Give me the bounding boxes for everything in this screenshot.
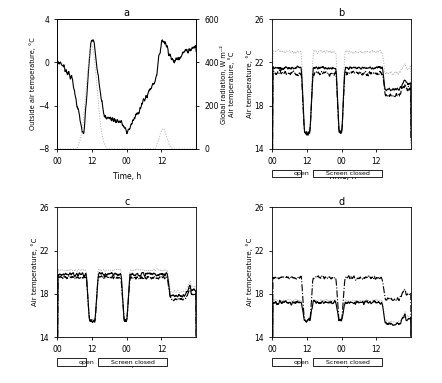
Bar bbox=[313, 358, 382, 366]
Text: open: open bbox=[293, 171, 309, 177]
X-axis label: Time, h: Time, h bbox=[328, 360, 356, 369]
Y-axis label: Air temperature, °C: Air temperature, °C bbox=[246, 238, 253, 306]
X-axis label: Time, h: Time, h bbox=[328, 172, 356, 181]
Bar bbox=[272, 170, 301, 177]
Y-axis label: Air temperature, °C: Air temperature, °C bbox=[246, 50, 253, 118]
Text: open: open bbox=[293, 360, 309, 365]
Y-axis label: Outside air temperature, °C: Outside air temperature, °C bbox=[30, 38, 37, 131]
Title: a: a bbox=[124, 8, 130, 18]
Text: open: open bbox=[79, 360, 94, 365]
Bar bbox=[313, 170, 382, 177]
X-axis label: Time, h: Time, h bbox=[113, 360, 141, 369]
Bar bbox=[98, 358, 167, 366]
Bar bbox=[272, 358, 301, 366]
Text: Screen closed: Screen closed bbox=[326, 171, 370, 177]
Title: c: c bbox=[124, 196, 130, 206]
Text: Screen closed: Screen closed bbox=[326, 360, 370, 365]
Bar bbox=[57, 358, 86, 366]
Title: b: b bbox=[339, 8, 345, 18]
Y-axis label: Air temperature, °C: Air temperature, °C bbox=[31, 238, 38, 306]
Title: d: d bbox=[339, 196, 345, 206]
X-axis label: Time, h: Time, h bbox=[113, 172, 141, 181]
Text: Screen closed: Screen closed bbox=[110, 360, 155, 365]
Y-axis label: Global radiation, W m⁻²
Air temperature, °C: Global radiation, W m⁻² Air temperature,… bbox=[221, 44, 235, 124]
